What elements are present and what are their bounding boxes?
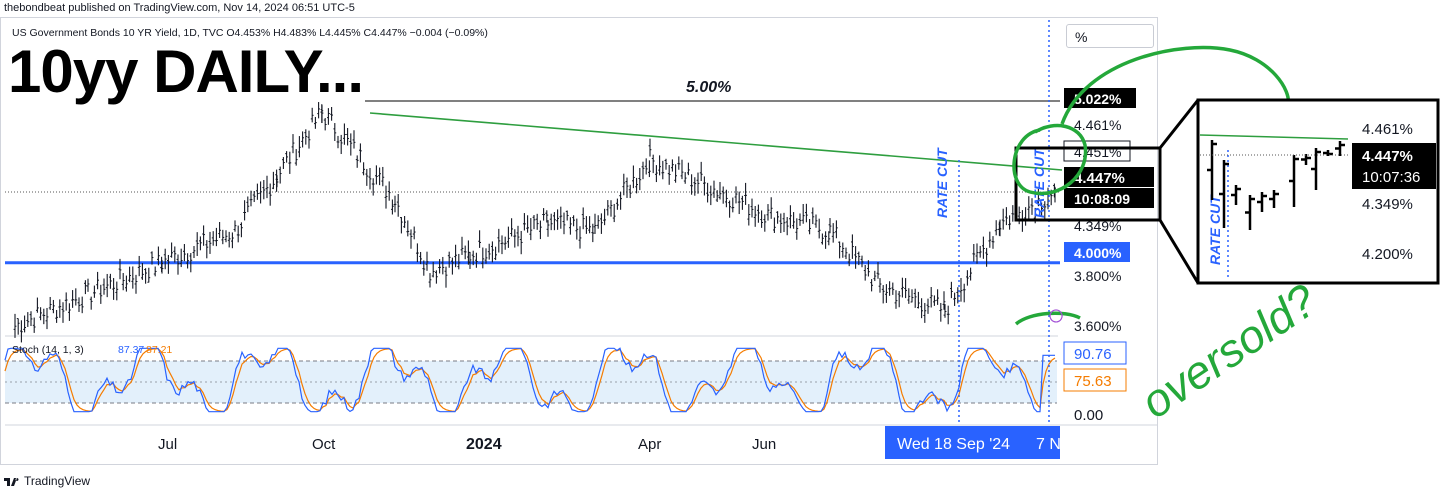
stoch-title: Stoch (14, 1, 3) xyxy=(12,344,84,356)
tradingview-brand: TradingView xyxy=(24,474,91,488)
inset-price-label: 4.349% xyxy=(1362,196,1413,213)
rate-cut-label-1: RATE CUT xyxy=(934,147,950,218)
stoch-d-tag xyxy=(1063,368,1127,392)
inset-countdown: 10:07:36 xyxy=(1362,169,1420,186)
stoch-d-line xyxy=(4,347,1056,412)
inset-trendline xyxy=(1199,134,1349,140)
time-tick-label: Apr xyxy=(638,436,661,453)
price-label: 3.800% xyxy=(1074,268,1121,284)
stochastic-pane: Stoch (14, 1, 3) 87.37 87.21 xyxy=(4,344,1057,413)
zoom-inset: RATE CUT 4.461% 4.447% 10:07:36 4.349% 4.200% xyxy=(1196,98,1440,285)
stoch-k-axis-label: 90.76 xyxy=(1074,346,1112,363)
time-tick-label: Jun xyxy=(752,436,776,453)
price-tag-bg xyxy=(1064,167,1154,187)
chart-grid xyxy=(5,191,1158,426)
handwritten-oversold: oversold? xyxy=(1132,273,1327,428)
price-label: 4.451% xyxy=(1074,144,1121,160)
publish-header: thebondbeat published on TradingView.com… xyxy=(4,2,355,14)
inset-price-label: 4.200% xyxy=(1362,246,1413,263)
green-arc-low xyxy=(1014,311,1081,326)
inset-rate-cut-label: RATE CUT xyxy=(1207,194,1223,265)
next-date-label: 7 N xyxy=(1036,436,1061,453)
inset-frame xyxy=(1196,98,1440,285)
green-circle xyxy=(1012,123,1088,196)
price-bars xyxy=(13,102,1057,343)
stoch-k-line xyxy=(4,347,1055,413)
stoch-k-tag xyxy=(1063,341,1127,365)
callout-box xyxy=(1014,146,1162,222)
time-tick-label: Jul xyxy=(158,436,177,453)
crosshair-date-tag xyxy=(885,426,1060,459)
chart-title-annotation: 10yy DAILY... xyxy=(8,38,364,105)
price-label: 4.349% xyxy=(1074,218,1121,234)
inset-last-price-tag xyxy=(1352,143,1436,189)
trendline xyxy=(369,112,1063,171)
chart-frame xyxy=(0,17,1158,465)
time-axis: Jul Oct 2024 Apr Jun Wed 18 Sep '24 7 N xyxy=(158,426,1061,459)
green-trendline xyxy=(369,112,1063,171)
green-arc-top xyxy=(1060,45,1291,125)
scale-percent-toggle[interactable]: % xyxy=(1066,24,1154,48)
event-marker-icon xyxy=(1049,309,1063,323)
time-tick-label: Oct xyxy=(312,436,336,453)
tradingview-icon xyxy=(4,477,19,486)
stoch-zero-label: 0.00 xyxy=(1074,407,1103,424)
price-tag-bg xyxy=(1064,242,1130,262)
price-tag-bg xyxy=(1063,140,1131,162)
resistance-annotation: 5.00% xyxy=(686,79,731,96)
price-label: 4.447% xyxy=(1074,170,1125,187)
time-tick-label: 2024 xyxy=(466,436,502,453)
price-axis: 5.022% 4.461% 4.451% 4.447% 10:08:09 4.349% 4.… xyxy=(1063,88,1154,424)
stoch-d-axis-label: 75.63 xyxy=(1074,373,1112,390)
tradingview-logo[interactable]: TradingView xyxy=(4,474,90,488)
stoch-k-value: 87.37 xyxy=(118,344,144,356)
inset-price-label: 4.447% xyxy=(1362,148,1413,165)
crosshair-date-label: Wed 18 Sep '24 xyxy=(897,436,1010,453)
price-tag-bg xyxy=(1064,188,1154,208)
rate-cut-label-2: RATE CUT xyxy=(1031,147,1047,218)
callout-connector-bottom xyxy=(1158,219,1200,284)
inset-price-label: 4.461% xyxy=(1362,121,1413,138)
callout-connector-top xyxy=(1158,99,1200,149)
price-label: 10:08:09 xyxy=(1074,191,1130,207)
price-label: 4.000% xyxy=(1074,245,1122,261)
stoch-d-value: 87.21 xyxy=(146,344,172,356)
price-label: 3.600% xyxy=(1074,318,1121,334)
symbol-ohlc-line: US Government Bonds 10 YR Yield, 1D, TVC… xyxy=(12,27,488,39)
price-label: 4.461% xyxy=(1074,117,1121,133)
price-label: 5.022% xyxy=(1074,91,1122,107)
